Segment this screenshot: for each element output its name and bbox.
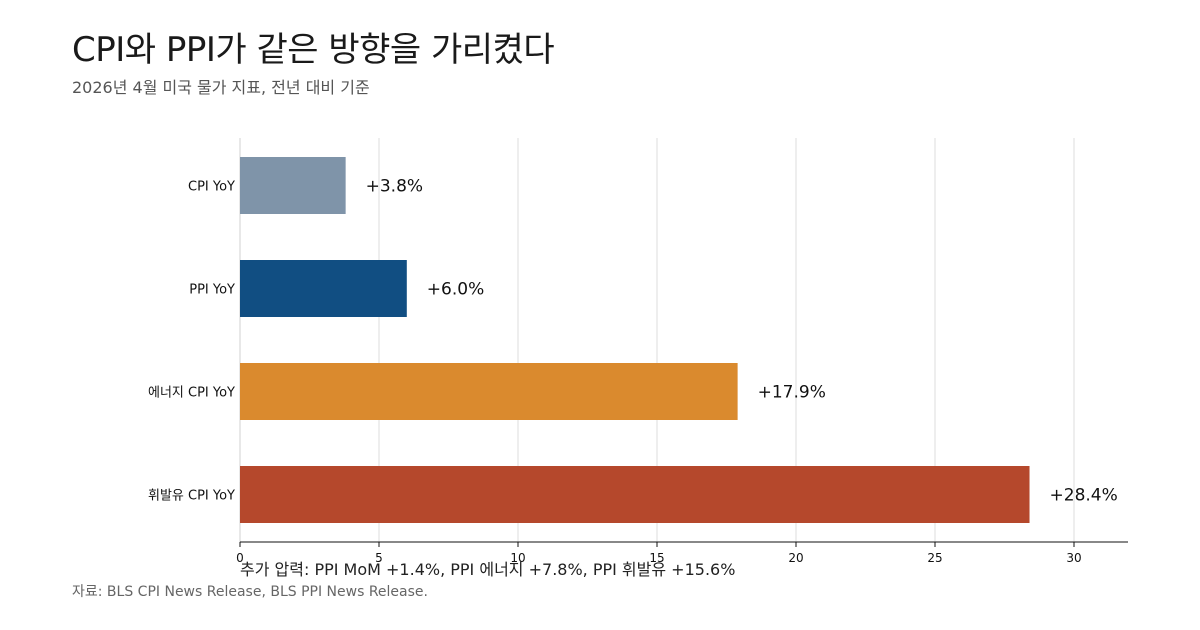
x-tick-label: 30	[1066, 551, 1081, 565]
x-tick-label: 25	[927, 551, 942, 565]
data-label: +17.9%	[758, 383, 826, 403]
x-tick-label: 10	[510, 551, 525, 565]
data-labels: +3.8% +6.0% +17.9% +28.4%	[366, 177, 1118, 506]
x-tick-label: 15	[649, 551, 664, 565]
bars	[240, 157, 1030, 523]
chart-subtitle: 2026년 4월 미국 물가 지표, 전년 대비 기준	[72, 78, 370, 97]
data-label: +6.0%	[427, 280, 484, 300]
y-tick-label: 에너지 CPI YoY	[148, 386, 235, 401]
bar	[240, 363, 738, 420]
x-tick-label: 20	[788, 551, 803, 565]
y-tick-label: PPI YoY	[189, 283, 235, 298]
chart-title: CPI와 PPI가 같은 방향을 가리켰다	[72, 30, 555, 70]
y-tick-label: 휘발유 CPI YoY	[148, 489, 235, 504]
bar	[240, 157, 346, 214]
chart-note: 추가 압력: PPI MoM +1.4%, PPI 에너지 +7.8%, PPI…	[240, 560, 736, 579]
bar	[240, 260, 407, 317]
data-label: +28.4%	[1050, 486, 1118, 506]
chart-source: 자료: BLS CPI News Release, BLS PPI News R…	[72, 584, 428, 600]
data-label: +3.8%	[366, 177, 423, 197]
x-tick-label: 0	[236, 551, 244, 565]
y-tick-label: CPI YoY	[188, 180, 235, 195]
x-tick-label: 5	[375, 551, 383, 565]
y-tick-labels: CPI YoY PPI YoY 에너지 CPI YoY 휘발유 CPI YoY	[148, 180, 235, 504]
x-axis: 0 5 10 15 20 25 30	[236, 541, 1128, 565]
bar	[240, 466, 1030, 523]
